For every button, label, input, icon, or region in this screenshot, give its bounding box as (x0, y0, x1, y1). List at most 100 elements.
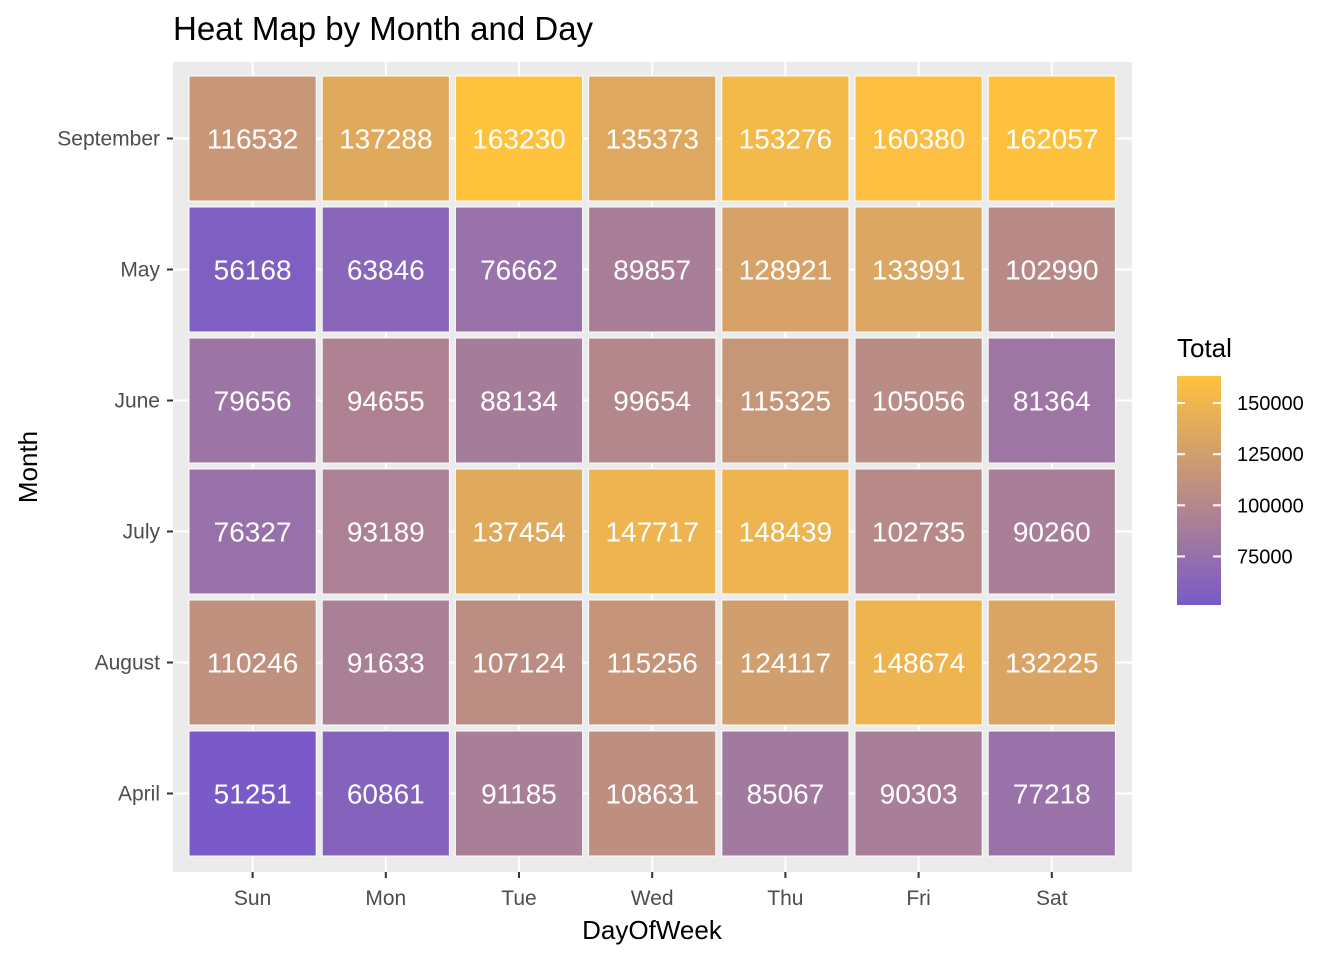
heatmap-cells: 51251 60861 91185 108631 85067 90303 77218 1102… (188, 75, 1116, 857)
y-axis: April August July June May September (57, 128, 173, 806)
x-tick-label: Sat (1036, 887, 1068, 910)
heatmap-cell (588, 337, 717, 464)
y-tick-label: April (118, 783, 160, 806)
cell-value-label: 56168 (214, 255, 292, 286)
heatmap-cell (454, 206, 584, 333)
cell-value-label: 91633 (347, 648, 425, 679)
cell-value-label: 135373 (605, 124, 698, 155)
heatmap-cell (321, 468, 450, 595)
cell-value-label: 88134 (480, 386, 558, 417)
heatmap-cell (987, 599, 1116, 726)
cell-value-label: 137454 (472, 517, 565, 548)
cell-value-label: 99654 (613, 386, 691, 417)
x-axis: Sun Mon Tue Wed Thu Fri Sat (234, 872, 1068, 910)
x-tick-label: Thu (767, 887, 803, 910)
heatmap-cell (188, 730, 317, 857)
cell-value-label: 77218 (1013, 779, 1091, 810)
heatmap-cell (188, 599, 317, 726)
heatmap-cell (588, 75, 717, 202)
x-tick-label: Wed (631, 887, 674, 910)
x-axis-title: DayOfWeek (582, 915, 723, 945)
x-tick-label: Sun (234, 887, 271, 910)
heatmap-cell (588, 599, 717, 726)
legend-title: Total (1177, 333, 1232, 363)
cell-value-label: 60861 (347, 779, 425, 810)
heatmap-cell (721, 730, 850, 857)
heatmap-cell (721, 468, 850, 595)
heatmap-cell (321, 206, 450, 333)
cell-value-label: 93189 (347, 517, 425, 548)
y-axis-title: Month (13, 431, 43, 503)
heatmap-cell (321, 337, 450, 464)
heatmap-cell (454, 75, 584, 202)
heatmap-cell (987, 75, 1116, 202)
legend-colorbar (1177, 376, 1221, 605)
heatmap-cell (321, 599, 450, 726)
cell-value-label: 110246 (207, 648, 298, 679)
y-tick-label: June (114, 390, 160, 413)
heatmap-cell (854, 468, 983, 595)
cell-value-label: 115256 (607, 648, 698, 679)
heatmap-cell (188, 337, 317, 464)
heatmap-cell (721, 75, 850, 202)
cell-value-label: 102735 (872, 517, 965, 548)
heatmap-cell (454, 599, 584, 726)
y-tick-label: August (95, 652, 161, 675)
heatmap-cell (854, 206, 983, 333)
cell-value-label: 153276 (739, 124, 832, 155)
heatmap-cell (588, 206, 717, 333)
cell-value-label: 124117 (740, 648, 831, 679)
y-tick-label: July (123, 521, 161, 544)
heatmap-cell (987, 337, 1116, 464)
heatmap-cell (588, 730, 717, 857)
cell-value-label: 115325 (740, 386, 831, 417)
cell-value-label: 105056 (872, 386, 965, 417)
x-tick-label: Mon (365, 887, 406, 910)
cell-value-label: 63846 (347, 255, 425, 286)
heatmap-cell (987, 468, 1116, 595)
cell-value-label: 102990 (1005, 255, 1098, 286)
cell-value-label: 90303 (880, 779, 958, 810)
cell-value-label: 108631 (605, 779, 698, 810)
cell-value-label: 81364 (1013, 386, 1091, 417)
heatmap-cell (854, 337, 983, 464)
heatmap-cell (854, 599, 983, 726)
heatmap-cell (721, 206, 850, 333)
x-tick-label: Fri (906, 887, 931, 910)
cell-value-label: 147717 (605, 517, 698, 548)
cell-value-label: 162057 (1005, 124, 1098, 155)
heatmap-cell (854, 75, 983, 202)
legend-break-label: 125000 (1237, 444, 1304, 466)
heatmap-cell (721, 599, 850, 726)
cell-value-label: 51251 (214, 779, 292, 810)
cell-value-label: 85067 (746, 779, 824, 810)
heatmap-cell (588, 468, 717, 595)
legend: Total 75000 100000 125000 150000 (1177, 333, 1304, 605)
cell-value-label: 163230 (472, 124, 565, 155)
y-tick-label: May (120, 259, 160, 282)
heatmap-cell (321, 730, 450, 857)
x-tick-label: Tue (501, 887, 536, 910)
cell-value-label: 91185 (481, 779, 557, 810)
legend-break-label: 150000 (1237, 393, 1304, 415)
cell-value-label: 137288 (339, 124, 432, 155)
cell-value-label: 160380 (872, 124, 965, 155)
cell-value-label: 76662 (480, 255, 558, 286)
cell-value-label: 148674 (872, 648, 965, 679)
legend-break-label: 100000 (1237, 495, 1304, 517)
cell-value-label: 89857 (613, 255, 691, 286)
heatmap-cell (987, 730, 1116, 857)
cell-value-label: 132225 (1005, 648, 1098, 679)
cell-value-label: 94655 (347, 386, 425, 417)
heatmap-cell (188, 75, 317, 202)
heatmap-cell (188, 468, 317, 595)
heatmap-cell (854, 730, 983, 857)
cell-value-label: 133991 (872, 255, 965, 286)
heatmap-cell (454, 337, 584, 464)
y-tick-label: September (57, 128, 160, 151)
legend-break-label: 75000 (1237, 546, 1293, 568)
heatmap-cell (321, 75, 450, 202)
heatmap-cell (188, 206, 317, 333)
cell-value-label: 116532 (207, 124, 298, 155)
